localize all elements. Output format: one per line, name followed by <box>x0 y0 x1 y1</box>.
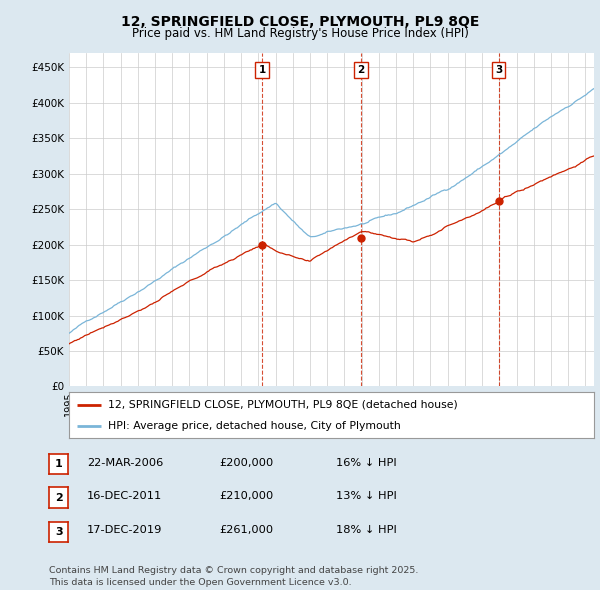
Text: £210,000: £210,000 <box>219 491 273 501</box>
Text: 17-DEC-2019: 17-DEC-2019 <box>87 526 163 535</box>
Text: 13% ↓ HPI: 13% ↓ HPI <box>336 491 397 501</box>
Text: 2: 2 <box>358 65 365 75</box>
Text: £261,000: £261,000 <box>219 526 273 535</box>
Text: 16-DEC-2011: 16-DEC-2011 <box>87 491 162 501</box>
Text: 12, SPRINGFIELD CLOSE, PLYMOUTH, PL9 8QE (detached house): 12, SPRINGFIELD CLOSE, PLYMOUTH, PL9 8QE… <box>109 399 458 409</box>
Text: 12, SPRINGFIELD CLOSE, PLYMOUTH, PL9 8QE: 12, SPRINGFIELD CLOSE, PLYMOUTH, PL9 8QE <box>121 15 479 29</box>
Text: 2: 2 <box>55 493 62 503</box>
Text: 18% ↓ HPI: 18% ↓ HPI <box>336 526 397 535</box>
Text: 16% ↓ HPI: 16% ↓ HPI <box>336 458 397 467</box>
Text: HPI: Average price, detached house, City of Plymouth: HPI: Average price, detached house, City… <box>109 421 401 431</box>
Text: £200,000: £200,000 <box>219 458 273 467</box>
Text: Contains HM Land Registry data © Crown copyright and database right 2025.
This d: Contains HM Land Registry data © Crown c… <box>49 566 419 587</box>
Text: 1: 1 <box>55 459 62 469</box>
Text: 1: 1 <box>259 65 266 75</box>
Text: 3: 3 <box>495 65 502 75</box>
Text: 3: 3 <box>55 527 62 537</box>
Text: Price paid vs. HM Land Registry's House Price Index (HPI): Price paid vs. HM Land Registry's House … <box>131 27 469 40</box>
Text: 22-MAR-2006: 22-MAR-2006 <box>87 458 163 467</box>
